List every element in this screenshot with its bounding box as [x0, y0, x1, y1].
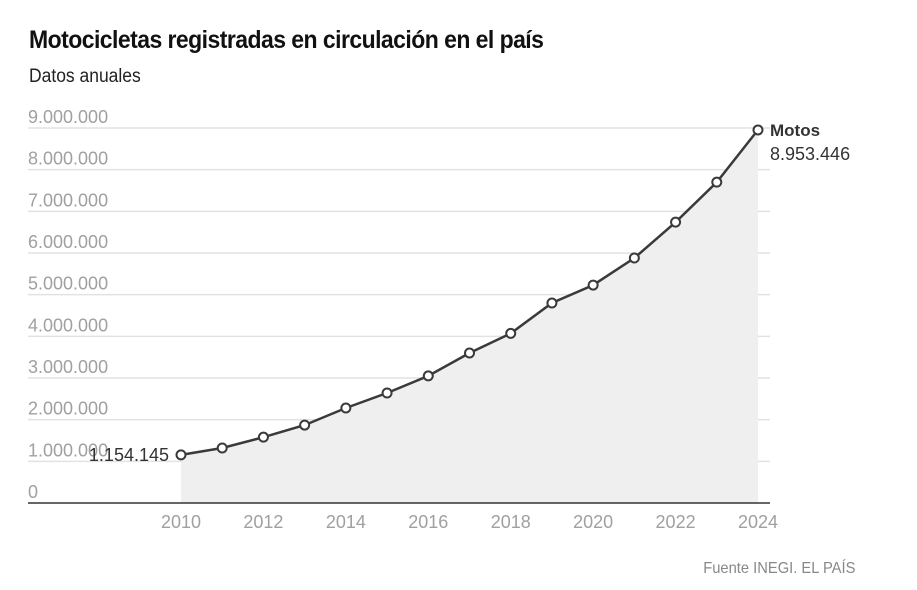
data-point-2014: [340, 402, 352, 414]
data-point-2018: [505, 327, 517, 339]
x-tick-label: 2010: [161, 512, 201, 532]
y-axis-ticks: 0 1.000.000 2.000.000 3.000.000 4.000.000 5.0…: [28, 107, 108, 502]
y-tick-label: 6.000.000: [28, 232, 108, 252]
y-tick-label: 0: [28, 482, 38, 502]
y-tick-label: 7.000.000: [28, 190, 108, 210]
y-tick-label: 3.000.000: [28, 357, 108, 377]
y-tick-label: 1.000.000: [28, 440, 108, 460]
data-point-2020: [587, 279, 599, 291]
data-point-2017: [464, 347, 475, 359]
x-tick-label: 2018: [491, 512, 531, 532]
x-tick-label: 2014: [326, 512, 366, 532]
x-tick-label: 2024: [738, 512, 778, 532]
data-point-2015: [381, 387, 393, 399]
data-point-2021: [628, 252, 640, 264]
data-point-2010: [175, 449, 187, 461]
y-tick-label: 2.000.000: [28, 399, 108, 419]
y-tick-label: 9.000.000: [28, 107, 108, 127]
data-point-2012: [257, 431, 269, 443]
chart-subtitle: Datos anuales: [29, 66, 141, 87]
x-axis-ticks: 2010 2012 2014 2016 2018 2020 2022 2024: [161, 512, 778, 532]
data-point-2019: [546, 297, 558, 309]
x-tick-label: 2016: [408, 512, 448, 532]
end-series-label: Motos: [770, 121, 820, 140]
x-tick-label: 2020: [573, 512, 613, 532]
start-value-label: 1.154.145: [89, 445, 169, 465]
x-tick-label: 2022: [656, 512, 696, 532]
data-point-2011: [216, 442, 228, 454]
end-value-label: 8.953.446: [770, 144, 850, 164]
y-tick-label: 8.000.000: [28, 149, 108, 169]
data-point-2016: [422, 370, 434, 382]
data-points: [175, 124, 764, 461]
x-tick-label: 2012: [243, 512, 283, 532]
data-point-2022: [670, 216, 682, 228]
data-point-2013: [299, 419, 311, 431]
source-note: Fuente INEGI. EL PAÍS: [702, 560, 855, 577]
y-tick-label: 4.000.000: [28, 315, 108, 335]
y-tick-label: 5.000.000: [28, 274, 108, 294]
data-point-2024: [752, 124, 764, 136]
data-point-2023: [711, 176, 723, 188]
series-area-motos: [181, 129, 758, 503]
chart-title: Motocicletas registradas en circulación …: [29, 26, 544, 54]
